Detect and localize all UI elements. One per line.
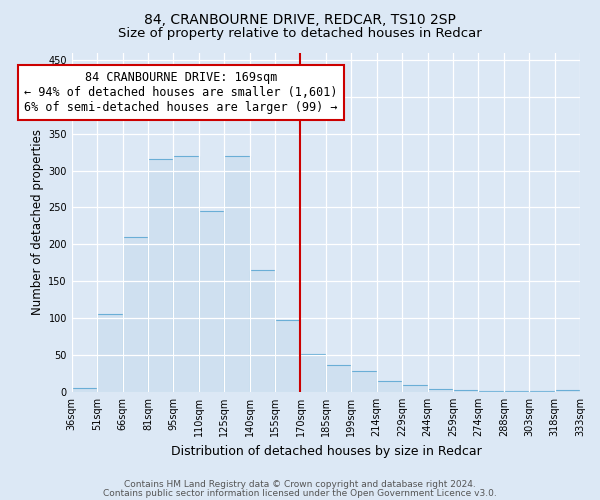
Text: 84 CRANBOURNE DRIVE: 169sqm
← 94% of detached houses are smaller (1,601)
6% of s: 84 CRANBOURNE DRIVE: 169sqm ← 94% of det… [24, 71, 338, 114]
Bar [97, 314, 122, 392]
Bar [122, 237, 148, 392]
Bar [478, 391, 504, 392]
Bar [453, 390, 478, 392]
Bar [275, 320, 301, 392]
Text: Contains public sector information licensed under the Open Government Licence v3: Contains public sector information licen… [103, 490, 497, 498]
Bar [377, 381, 402, 392]
Bar [72, 388, 97, 392]
Bar [326, 366, 351, 392]
Bar [504, 391, 529, 392]
Bar [351, 372, 377, 392]
Bar [199, 211, 224, 392]
Bar [402, 386, 428, 392]
Bar [301, 354, 326, 392]
X-axis label: Distribution of detached houses by size in Redcar: Distribution of detached houses by size … [170, 444, 481, 458]
Text: 84, CRANBOURNE DRIVE, REDCAR, TS10 2SP: 84, CRANBOURNE DRIVE, REDCAR, TS10 2SP [144, 12, 456, 26]
Bar [224, 156, 250, 392]
Text: Contains HM Land Registry data © Crown copyright and database right 2024.: Contains HM Land Registry data © Crown c… [124, 480, 476, 489]
Y-axis label: Number of detached properties: Number of detached properties [31, 129, 44, 315]
Bar [554, 390, 580, 392]
Bar [250, 270, 275, 392]
Text: Size of property relative to detached houses in Redcar: Size of property relative to detached ho… [118, 28, 482, 40]
Bar [148, 160, 173, 392]
Bar [173, 156, 199, 392]
Bar [428, 389, 453, 392]
Bar [529, 391, 554, 392]
